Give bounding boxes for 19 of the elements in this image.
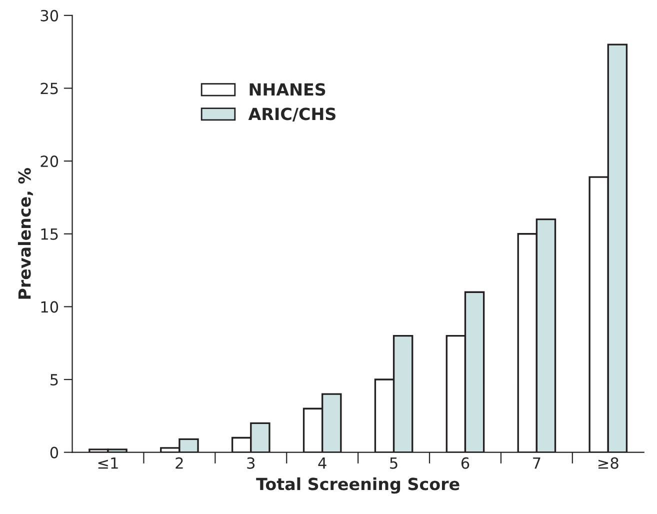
y-tick-label: 25 xyxy=(40,82,58,94)
x-tick-label: 4 xyxy=(318,458,326,469)
y-tick-label: 15 xyxy=(41,228,58,240)
y-tick-label: 30 xyxy=(40,10,58,22)
legend-label: NHANES xyxy=(250,83,326,96)
x-tick-label: 7 xyxy=(533,458,540,469)
x-tick-label: 3 xyxy=(247,457,255,469)
y-tick-label: 20 xyxy=(40,156,58,168)
y-tick-label: 0 xyxy=(50,446,58,458)
y-tick-label: 5 xyxy=(50,374,58,386)
x-tick-label: 5 xyxy=(390,458,398,469)
legend-label: ARIC/CHS xyxy=(248,108,336,122)
y-axis-title: Prevalence, % xyxy=(18,168,33,299)
x-axis-title: Total Screening Score xyxy=(256,477,460,494)
x-tick-label: 2 xyxy=(176,457,183,469)
x-tick-label: ≥8 xyxy=(598,457,618,469)
x-tick-label: ≤1 xyxy=(98,458,118,469)
x-tick-label: 6 xyxy=(461,457,470,469)
y-tick-label: 10 xyxy=(41,301,58,313)
